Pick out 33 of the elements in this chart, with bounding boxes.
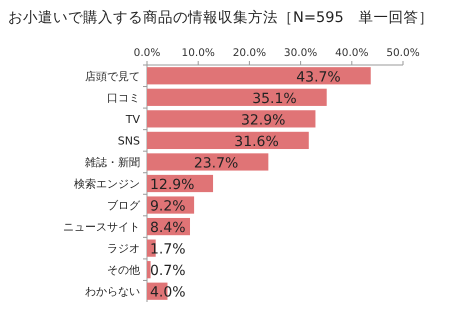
y-tick-label: SNS (118, 134, 140, 148)
y-tick-label: わからない (85, 285, 140, 298)
x-tick-label: 30.0% (284, 47, 318, 59)
bar (147, 153, 268, 171)
y-tick-label: その他 (107, 264, 140, 277)
y-tick-label: ブログ (107, 199, 141, 212)
data-label: 8.4% (150, 220, 186, 236)
bar (147, 67, 371, 84)
x-tick-label: 0.0% (134, 47, 160, 59)
y-tick-label: ニュースサイト (63, 220, 140, 234)
data-label: 35.1% (252, 90, 297, 107)
y-tick-label: 検索エンジン (74, 178, 140, 190)
y-tick-label: TV (124, 112, 140, 126)
x-tick-label: 50.0% (386, 47, 420, 59)
data-label: 0.7% (150, 263, 186, 280)
bar (147, 110, 316, 128)
bar (147, 261, 151, 278)
data-label: 43.7% (296, 69, 341, 86)
x-tick-label: 40.0% (335, 47, 368, 59)
data-label: 23.7% (194, 155, 238, 172)
bar (147, 88, 327, 106)
y-tick-label: 店頭で見て (85, 70, 140, 83)
bar (147, 132, 309, 150)
data-label: 32.9% (240, 112, 286, 128)
data-label: 31.6% (234, 134, 279, 150)
y-tick-label: 口コミ (107, 91, 140, 104)
x-tick-label: 20.0% (232, 47, 266, 59)
y-tick-label: 雑誌・新聞 (85, 156, 140, 169)
chart-title: お小遣いで購入する商品の情報収集方法［N=595 単一回答］ (8, 9, 434, 26)
x-tick-label: 10.0% (182, 47, 215, 59)
y-tick-label: ラジオ (107, 242, 140, 256)
data-label: 9.2% (150, 198, 186, 215)
data-label: 12.9% (150, 177, 194, 193)
